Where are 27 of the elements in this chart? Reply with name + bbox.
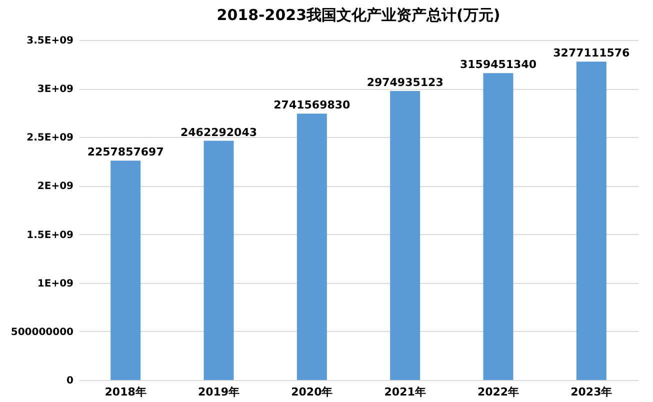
bar [110, 160, 141, 380]
y-tick-label: 3.5E+09 [26, 36, 74, 46]
x-tick-label: 2018年 [104, 386, 146, 398]
bar [483, 73, 514, 380]
x-tick-label: 2023年 [570, 386, 612, 398]
data-label: 2257857697 [87, 146, 164, 159]
x-tick-label: 2020年 [291, 386, 333, 398]
bar [576, 62, 606, 380]
y-tick-label: 500000000 [10, 326, 74, 338]
y-tick-label: 2.5E+09 [26, 132, 74, 144]
data-label: 2462292043 [180, 126, 258, 139]
bar [296, 114, 327, 380]
data-label: 2741569830 [274, 98, 351, 112]
y-tick-label: 2E+09 [37, 181, 74, 192]
bar [390, 91, 420, 380]
data-label: 3277111576 [553, 46, 630, 60]
x-tick-label: 2021年 [384, 386, 426, 398]
x-tick-label: 2019年 [198, 386, 240, 398]
y-tick-label: 1E+09 [37, 278, 74, 290]
y-tick-label: 1.5E+09 [26, 230, 74, 241]
y-tick-label: 0 [66, 376, 74, 386]
x-tick-label: 2022年 [477, 386, 520, 398]
data-label: 2974935123 [366, 76, 444, 90]
data-label: 3159451340 [460, 58, 537, 72]
y-tick-label: 3E+09 [37, 84, 74, 96]
bar [204, 140, 234, 380]
chart-title: 2018-2023我国文化产业资产总计(万元) [216, 6, 500, 24]
